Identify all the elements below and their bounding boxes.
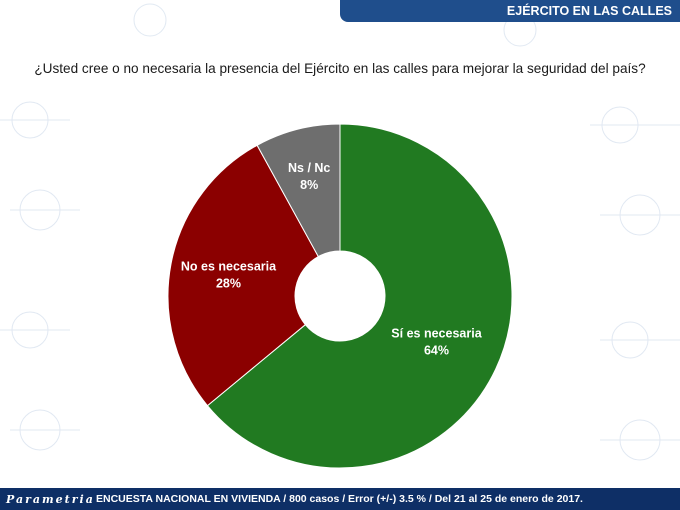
banner-title: EJÉRCITO EN LAS CALLES bbox=[506, 4, 672, 18]
slice-0 bbox=[206, 123, 513, 469]
slice-value-2: 8% bbox=[300, 178, 318, 192]
slice-label-0: Sí es necesaria bbox=[391, 326, 482, 340]
survey-question: ¿Usted cree o no necesaria la presencia … bbox=[34, 61, 646, 76]
slice-1 bbox=[167, 144, 319, 407]
footer-methodology: ENCUESTA NACIONAL EN VIVIENDA / 800 caso… bbox=[96, 493, 583, 505]
footer-bar: Parametria ENCUESTA NACIONAL EN VIVIENDA… bbox=[0, 488, 680, 510]
slice-value-1: 28% bbox=[216, 277, 241, 291]
slice-2 bbox=[256, 123, 341, 258]
footer-logo: Parametria bbox=[6, 492, 95, 506]
section-banner: EJÉRCITO EN LAS CALLES bbox=[340, 0, 680, 22]
slice-value-0: 64% bbox=[424, 343, 449, 357]
slice-label-2: Ns / Nc bbox=[288, 161, 330, 175]
slice-label-1: No es necesaria bbox=[181, 260, 277, 274]
